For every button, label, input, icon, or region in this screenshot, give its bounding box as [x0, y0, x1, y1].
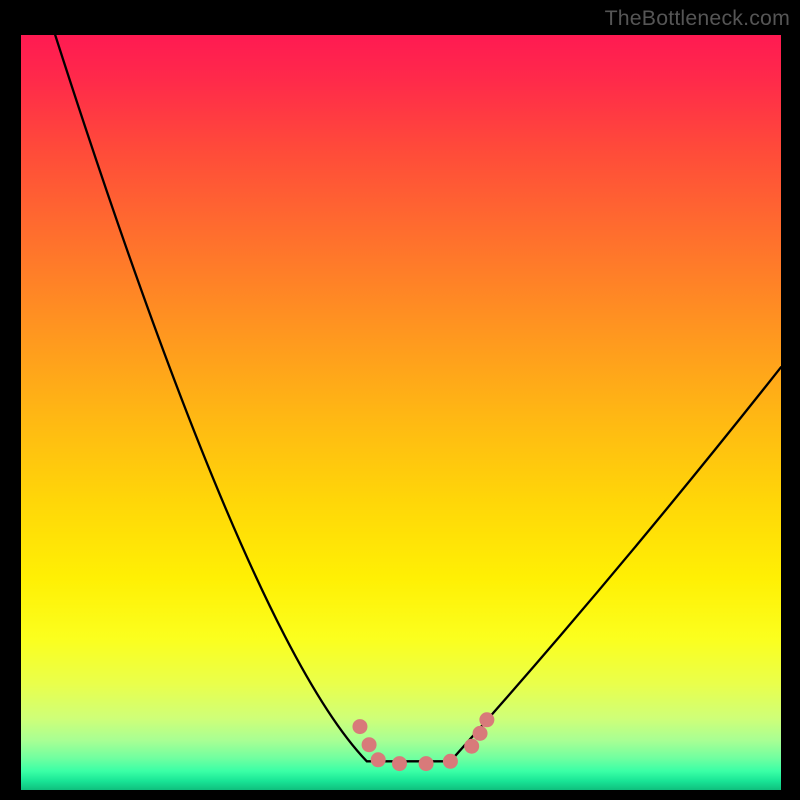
watermark-label: TheBottleneck.com	[605, 6, 790, 31]
plot-area	[21, 35, 781, 790]
marker-dot	[473, 726, 487, 740]
marker-dot	[419, 757, 433, 771]
gradient-background	[21, 35, 781, 790]
chart-svg	[21, 35, 781, 790]
marker-dot	[353, 720, 367, 734]
marker-dot	[480, 713, 494, 727]
marker-dot	[371, 753, 385, 767]
marker-dot	[465, 739, 479, 753]
chart-frame: TheBottleneck.com	[0, 0, 800, 800]
marker-dot	[443, 754, 457, 768]
marker-dot	[392, 757, 406, 771]
marker-dot	[362, 738, 376, 752]
